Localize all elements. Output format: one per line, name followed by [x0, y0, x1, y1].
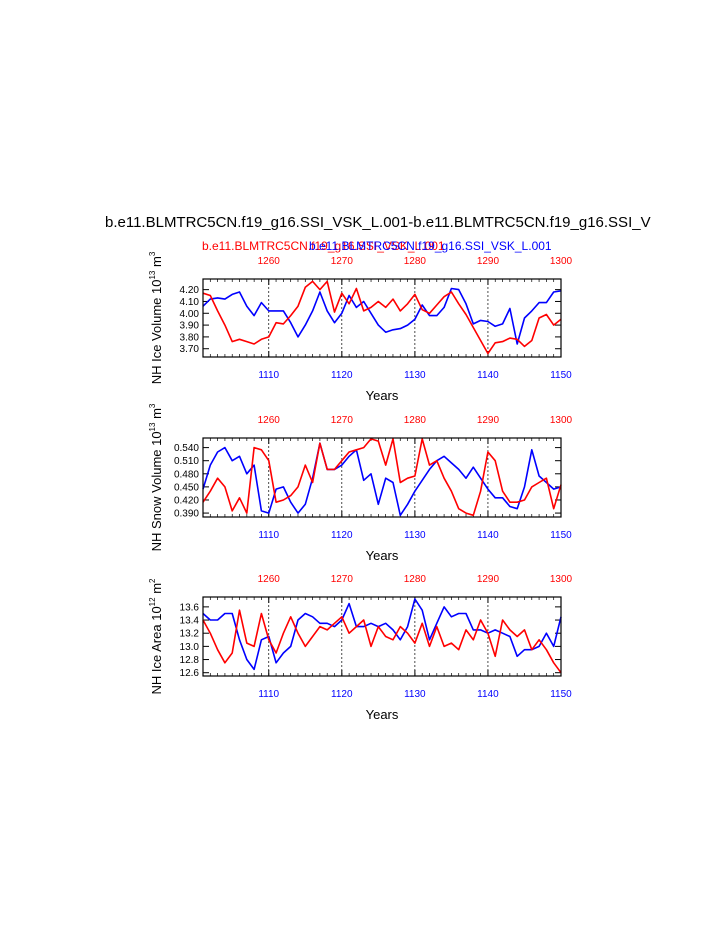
x-tick-label-top: 1280 [404, 574, 427, 585]
y-axis-label: NH Ice Volume 1013 m3 [148, 251, 164, 384]
x-tick-label-bottom: 1110 [258, 530, 279, 541]
plot-frame [202, 278, 562, 358]
x-tick-label-top: 1290 [477, 256, 500, 267]
x-tick-label-top: 1290 [477, 415, 500, 426]
x-tick-label-top: 1280 [404, 415, 427, 426]
y-tick-label: 13.4 [180, 616, 200, 627]
y-tick-label: 0.480 [174, 469, 199, 480]
chart-panel-3: 1110 1120 1130 1140 1150 1260 1270 1280 1290 1300… [148, 574, 573, 722]
y-tick-label: 12.6 [180, 668, 200, 679]
x-tick-label-bottom: 1150 [550, 370, 572, 381]
x-tick-label-top: 1270 [331, 574, 354, 585]
x-tick-label-bottom: 1150 [550, 530, 572, 541]
x-axis-label: Years [366, 388, 399, 403]
chart-panel-2: 1110 1120 1130 1140 1150 1260 1270 1280 1290 1300… [148, 403, 573, 563]
x-tick-label-bottom: 1140 [477, 370, 499, 381]
y-tick-label: 13.6 [180, 602, 200, 613]
x-tick-label-bottom: 1130 [404, 370, 426, 381]
main-title: b.e11.BLMTRC5CN.f19_g16.SSI_VSK_L.001-b.… [105, 214, 651, 231]
y-tick-label: 3.80 [180, 332, 200, 343]
series-line-red [202, 438, 562, 517]
plot-frame [202, 596, 562, 677]
x-tick-label-bottom: 1130 [404, 689, 426, 700]
y-tick-label: 0.450 [174, 482, 199, 493]
x-tick-label-top: 1300 [550, 415, 573, 426]
y-tick-label: 0.390 [174, 509, 199, 520]
subtitle-blue: b.e11.BLMTRC5CN.f19_g16.SSI_VSK_L.001 [309, 239, 552, 253]
x-tick-label-bottom: 1150 [550, 689, 572, 700]
x-tick-label-top: 1300 [550, 256, 573, 267]
y-axis-label: NH Ice Area 1012 m2 [148, 578, 164, 695]
y-axis-label: NH Snow Volume 1013 m3 [148, 403, 164, 551]
x-tick-label-top: 1300 [550, 574, 573, 585]
x-tick-label-bottom: 1140 [477, 689, 499, 700]
y-tick-label: 13.0 [180, 642, 200, 653]
y-tick-label: 4.20 [180, 285, 200, 296]
series-line-red [202, 609, 562, 674]
series-line-blue [202, 442, 562, 517]
x-tick-label-bottom: 1120 [331, 370, 353, 381]
series-line-blue [202, 287, 562, 345]
x-tick-label-top: 1260 [258, 574, 281, 585]
x-tick-label-bottom: 1110 [258, 370, 279, 381]
y-tick-label: 0.540 [174, 443, 199, 454]
y-tick-label: 12.8 [180, 655, 200, 666]
y-tick-label: 3.70 [180, 344, 200, 355]
x-tick-label-top: 1270 [331, 256, 354, 267]
series-line-red [202, 280, 562, 355]
x-axis-label: Years [366, 548, 399, 563]
y-tick-label: 13.2 [180, 629, 200, 640]
series-line-blue [202, 598, 562, 671]
chart-panel-1: 1110 1120 1130 1140 1150 1260 1270 1280 1290 1300… [148, 251, 573, 403]
x-tick-label-top: 1290 [477, 574, 500, 585]
y-tick-label: 4.00 [180, 309, 200, 320]
x-tick-label-bottom: 1120 [331, 530, 353, 541]
x-tick-label-bottom: 1140 [477, 530, 499, 541]
x-tick-label-top: 1260 [258, 256, 281, 267]
y-tick-label: 0.510 [174, 456, 199, 467]
x-tick-label-bottom: 1120 [331, 689, 353, 700]
x-tick-label-top: 1280 [404, 256, 427, 267]
subtitle-red: b.e11.BLMTRC5CN.f19_g16.SSI_VSK_L.001 [202, 239, 445, 253]
x-tick-label-top: 1260 [258, 415, 281, 426]
y-tick-label: 3.90 [180, 321, 200, 332]
x-tick-label-top: 1270 [331, 415, 354, 426]
y-tick-label: 0.420 [174, 495, 199, 506]
x-tick-label-bottom: 1130 [404, 530, 426, 541]
x-axis-label: Years [366, 707, 399, 722]
plot-frame [202, 437, 562, 518]
y-tick-label: 4.10 [180, 297, 200, 308]
x-tick-label-bottom: 1110 [258, 689, 279, 700]
